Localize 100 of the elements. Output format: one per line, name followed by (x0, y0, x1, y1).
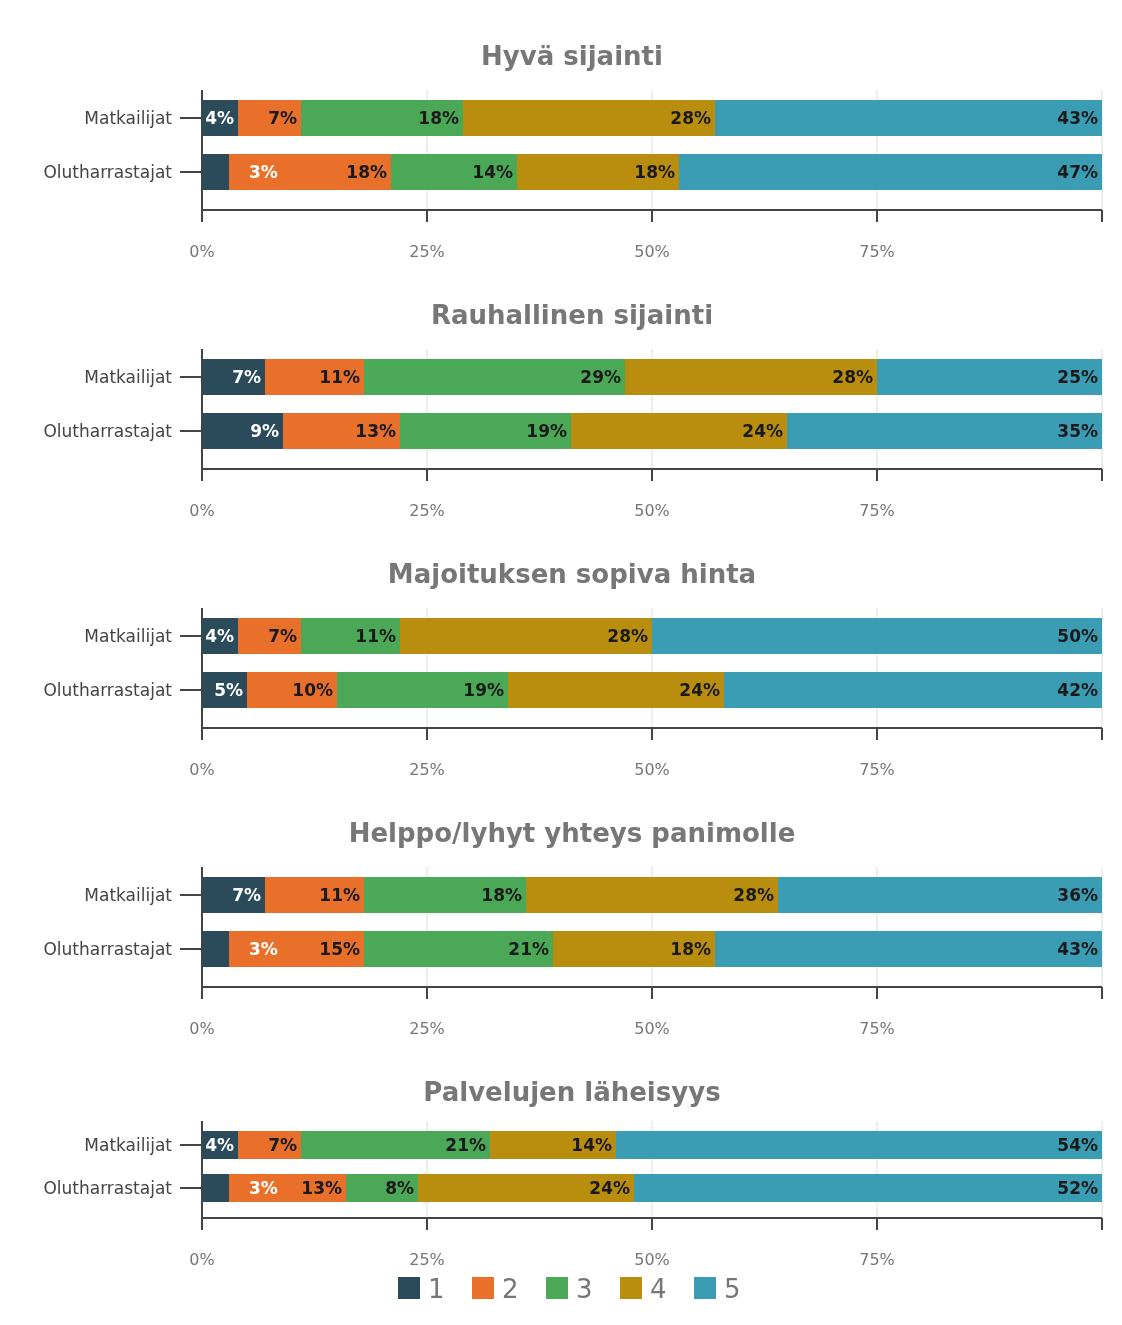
x-tick-label: 75% (859, 242, 895, 261)
y-tick-label: Olutharrastajat (43, 939, 173, 959)
bar (400, 618, 652, 654)
data-label: 5% (214, 680, 243, 700)
data-label: 11% (319, 367, 360, 387)
bar (634, 1174, 1102, 1202)
y-tick-label: Matkailijat (84, 1135, 173, 1155)
bar (364, 931, 553, 967)
bar (877, 359, 1102, 395)
data-label: 14% (472, 162, 513, 182)
bar (517, 154, 679, 190)
data-label: 18% (670, 939, 711, 959)
bar (526, 877, 778, 913)
data-label: 28% (832, 367, 873, 387)
bar (301, 100, 463, 136)
bar (301, 618, 400, 654)
bar (301, 1131, 490, 1159)
x-tick-label: 75% (859, 501, 895, 520)
x-tick-label: 50% (634, 501, 670, 520)
bar (202, 413, 283, 449)
bar (238, 100, 301, 136)
bar (418, 1174, 634, 1202)
data-label: 7% (232, 367, 261, 387)
data-label: 14% (571, 1135, 612, 1155)
data-label: 3% (249, 939, 278, 959)
bar (202, 154, 229, 190)
data-label: 18% (346, 162, 387, 182)
data-label: 35% (1057, 421, 1098, 441)
bar (463, 100, 715, 136)
bar (202, 1174, 229, 1202)
bar (265, 359, 364, 395)
chart-title: Hyvä sijainti (481, 41, 663, 71)
data-label: 24% (742, 421, 783, 441)
x-tick-label: 75% (859, 1019, 895, 1038)
x-tick-label: 25% (409, 242, 445, 261)
bar (778, 877, 1102, 913)
bar (391, 154, 517, 190)
data-label: 13% (301, 1178, 342, 1198)
bar (202, 931, 229, 967)
bar (724, 672, 1102, 708)
x-tick-label: 25% (409, 1019, 445, 1038)
data-label: 18% (634, 162, 675, 182)
data-label: 3% (249, 1178, 278, 1198)
y-tick-label: Matkailijat (84, 885, 173, 905)
data-label: 7% (268, 108, 297, 128)
legend-label: 3 (576, 1274, 593, 1304)
data-label: 3% (249, 162, 278, 182)
bar (553, 931, 715, 967)
y-tick-label: Matkailijat (84, 108, 173, 128)
data-label: 24% (589, 1178, 630, 1198)
data-label: 24% (679, 680, 720, 700)
data-label: 7% (232, 885, 261, 905)
bar (571, 413, 787, 449)
x-tick-label: 25% (409, 501, 445, 520)
data-label: 29% (580, 367, 621, 387)
data-label: 28% (670, 108, 711, 128)
data-label: 4% (205, 108, 234, 128)
data-label: 43% (1057, 939, 1098, 959)
x-tick-label: 50% (634, 1019, 670, 1038)
x-tick-label: 0% (189, 242, 215, 261)
data-label: 42% (1057, 680, 1098, 700)
data-label: 4% (205, 626, 234, 646)
x-tick-label: 50% (634, 760, 670, 779)
y-tick-label: Matkailijat (84, 367, 173, 387)
legend-label: 2 (502, 1274, 519, 1304)
bar (337, 672, 508, 708)
x-tick-label: 75% (859, 760, 895, 779)
data-label: 19% (526, 421, 567, 441)
bar (400, 413, 571, 449)
x-tick-label: 0% (189, 501, 215, 520)
y-tick-label: Olutharrastajat (43, 421, 173, 441)
bar (715, 931, 1102, 967)
x-tick-label: 25% (409, 760, 445, 779)
bar (625, 359, 877, 395)
chart-title: Helppo/lyhyt yhteys panimolle (348, 818, 796, 848)
data-label: 54% (1057, 1135, 1098, 1155)
x-tick-label: 75% (859, 1250, 895, 1269)
bar (490, 1131, 616, 1159)
y-tick-label: Olutharrastajat (43, 680, 173, 700)
data-label: 7% (268, 626, 297, 646)
bar (364, 359, 625, 395)
data-label: 11% (319, 885, 360, 905)
data-label: 18% (418, 108, 459, 128)
x-tick-label: 50% (634, 242, 670, 261)
y-tick-label: Matkailijat (84, 626, 173, 646)
data-label: 19% (463, 680, 504, 700)
data-label: 52% (1057, 1178, 1098, 1198)
data-label: 36% (1057, 885, 1098, 905)
data-label: 28% (733, 885, 774, 905)
chart-title: Majoituksen sopiva hinta (387, 559, 757, 589)
data-label: 18% (481, 885, 522, 905)
data-label: 50% (1057, 626, 1098, 646)
data-label: 11% (355, 626, 396, 646)
bar (787, 413, 1102, 449)
bar (202, 877, 265, 913)
chart-title: Rauhallinen sijainti (430, 300, 714, 330)
bar (652, 618, 1102, 654)
x-tick-label: 0% (189, 1250, 215, 1269)
data-label: 10% (292, 680, 333, 700)
data-label: 7% (268, 1135, 297, 1155)
